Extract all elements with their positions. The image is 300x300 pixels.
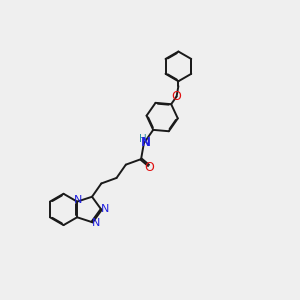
Text: N: N [92, 218, 100, 228]
Text: N: N [141, 136, 151, 149]
Text: H: H [140, 134, 147, 144]
Text: N: N [74, 195, 83, 205]
Text: O: O [172, 90, 182, 103]
Text: N: N [101, 204, 110, 214]
Text: O: O [145, 161, 154, 174]
